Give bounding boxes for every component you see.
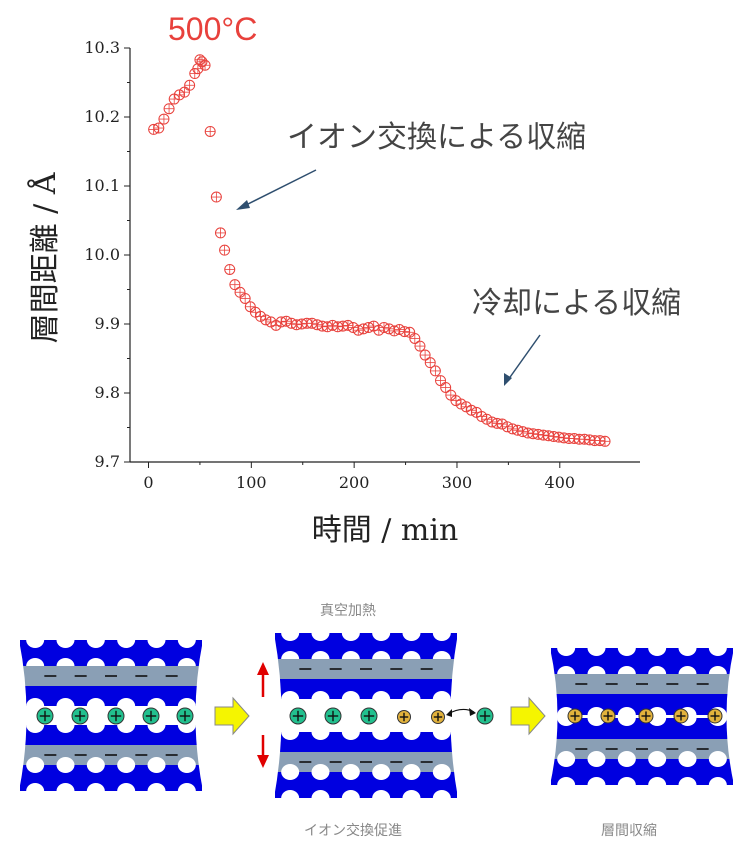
annotation-arrow-cooling — [507, 334, 541, 381]
data-point — [199, 59, 211, 71]
data-point — [184, 79, 196, 91]
data-point — [214, 227, 226, 239]
y-axis-label: 層間距離 / Å — [27, 172, 63, 343]
annotation-cooling: 冷却による収縮 — [472, 286, 681, 321]
x-tick-label: 100 — [236, 473, 267, 492]
data-point — [244, 301, 256, 313]
data-point — [419, 349, 431, 361]
data-point — [409, 332, 421, 344]
data-point — [178, 86, 190, 98]
annotation-arrow-ion-exchange — [241, 169, 317, 208]
annotation-ion-exchange: イオン交換による収縮 — [287, 120, 586, 155]
y-tick-label: 10.3 — [84, 38, 120, 57]
data-point — [163, 103, 175, 115]
x-tick-label: 0 — [143, 473, 153, 492]
x-tick-label: 200 — [339, 473, 370, 492]
y-tick-label: 9.9 — [95, 314, 120, 333]
data-point — [599, 435, 611, 447]
data-point — [404, 326, 416, 338]
data-point — [229, 279, 241, 291]
y-tick-label: 10.2 — [84, 107, 120, 126]
data-point — [239, 292, 251, 304]
label-interlayer-shrinkage: 層間収縮 — [601, 823, 657, 839]
chart-data-points — [148, 54, 611, 447]
data-point — [414, 340, 426, 352]
panel-ion-exchange — [274, 625, 494, 806]
data-point — [219, 244, 231, 256]
panel-initial — [19, 632, 203, 799]
data-point — [424, 357, 436, 369]
y-tick-label: 9.8 — [95, 383, 120, 402]
chart-axes — [129, 48, 640, 463]
x-axis-label: 時間 / min — [312, 513, 459, 548]
x-tick-label: 400 — [545, 473, 576, 492]
data-point — [194, 54, 206, 66]
y-tick-label: 10.1 — [84, 176, 120, 195]
data-point — [153, 122, 165, 134]
data-point — [158, 113, 170, 125]
annotation-temperature: 500°C — [168, 11, 257, 47]
data-point — [204, 125, 216, 137]
data-point — [234, 286, 246, 298]
label-ion-exchange-promotion: イオン交換促進 — [304, 823, 402, 839]
y-tick-label: 9.7 — [95, 452, 120, 471]
process-arrows — [214, 662, 546, 768]
interlayer-distance-chart: 0 100 200 300 400 9.7 9.8 9.9 10.0 10.1 10.2 10.3 層… — [27, 11, 681, 548]
panel-shrinkage — [550, 640, 734, 793]
data-point — [440, 381, 452, 393]
x-tick-label: 300 — [442, 473, 473, 492]
data-point — [210, 191, 222, 203]
annotation-arrowhead-cooling — [504, 373, 512, 386]
data-point — [429, 365, 441, 377]
data-point — [445, 389, 457, 401]
data-point — [224, 263, 236, 275]
y-tick-label: 10.0 — [84, 245, 120, 264]
chart-ticks: 0 100 200 300 400 9.7 9.8 9.9 10.0 10.1 10.2 10.3 — [84, 38, 575, 492]
ion-exchange-diagram — [19, 625, 734, 806]
data-point — [435, 375, 447, 387]
annotation-arrowhead-ion-exchange — [236, 200, 250, 210]
label-vacuum-heating: 真空加熱 — [320, 603, 376, 619]
